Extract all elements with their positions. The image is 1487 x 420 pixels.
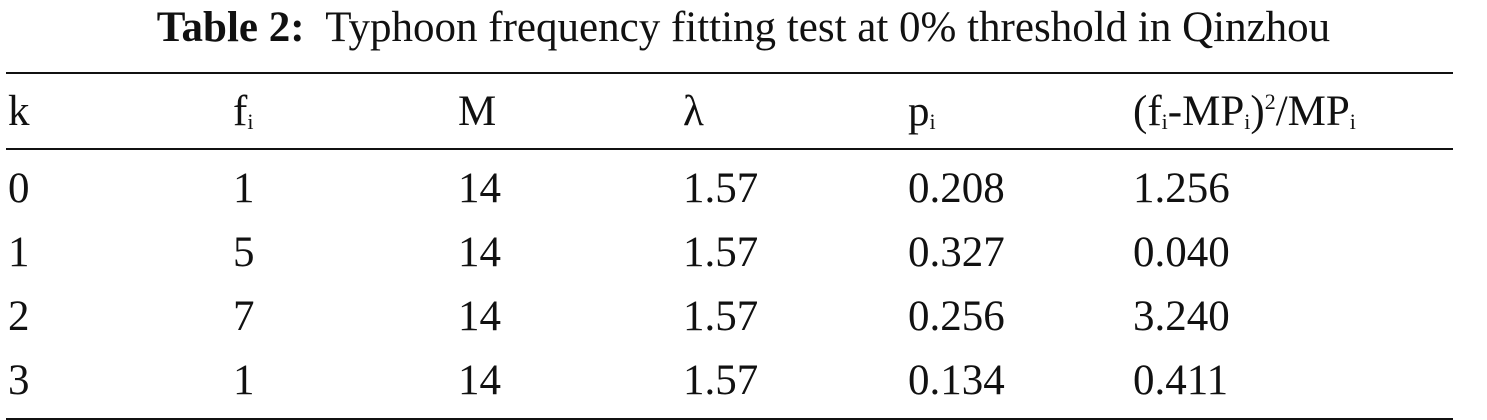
cell-p: 0.256 bbox=[908, 292, 1005, 340]
cell-f: 1 bbox=[233, 164, 255, 212]
cell-k: 3 bbox=[8, 356, 30, 404]
cell-lambda: 1.57 bbox=[683, 164, 759, 212]
frequency-fitting-table: k fi M λ pi (fi-MPi)2/MPi 0 1 14 1.57 0.… bbox=[6, 72, 1453, 420]
cell-m: 14 bbox=[458, 228, 501, 276]
cell-lambda: 1.57 bbox=[683, 228, 759, 276]
cell-chi-term: 0.040 bbox=[1133, 228, 1230, 276]
cell-k: 1 bbox=[8, 228, 30, 276]
table-row: 2 7 14 1.57 0.256 3.240 bbox=[6, 284, 1453, 348]
cell-f: 1 bbox=[233, 356, 255, 404]
table-row: 0 1 14 1.57 0.208 1.256 bbox=[6, 149, 1453, 220]
header-chi-term: (fi-MPi)2/MPi bbox=[1133, 87, 1356, 135]
cell-m: 14 bbox=[458, 164, 501, 212]
table-title: Typhoon frequency fitting test at 0% thr… bbox=[325, 4, 1331, 51]
table-caption: Table 2: Typhoon frequency fitting test … bbox=[0, 2, 1487, 54]
cell-chi-term: 0.411 bbox=[1133, 356, 1229, 404]
header-lambda: λ bbox=[683, 87, 704, 135]
header-m: M bbox=[458, 87, 497, 135]
cell-k: 2 bbox=[8, 292, 30, 340]
header-f: fi bbox=[233, 87, 254, 135]
cell-m: 14 bbox=[458, 356, 501, 404]
table-row: 3 1 14 1.57 0.134 0.411 bbox=[6, 348, 1453, 419]
table-row: 1 5 14 1.57 0.327 0.040 bbox=[6, 220, 1453, 284]
table-label: Table 2: bbox=[156, 4, 305, 51]
header-row: k fi M λ pi (fi-MPi)2/MPi bbox=[6, 73, 1453, 149]
header-p: pi bbox=[908, 87, 936, 135]
cell-p: 0.327 bbox=[908, 228, 1005, 276]
cell-chi-term: 1.256 bbox=[1133, 164, 1230, 212]
cell-k: 0 bbox=[8, 164, 30, 212]
cell-p: 0.134 bbox=[908, 356, 1005, 404]
cell-m: 14 bbox=[458, 292, 501, 340]
cell-p: 0.208 bbox=[908, 164, 1005, 212]
table-body: 0 1 14 1.57 0.208 1.256 1 5 14 1.57 0.32… bbox=[6, 149, 1453, 419]
cell-f: 7 bbox=[233, 292, 255, 340]
cell-f: 5 bbox=[233, 228, 255, 276]
cell-lambda: 1.57 bbox=[683, 356, 759, 404]
header-k: k bbox=[8, 87, 30, 135]
cell-chi-term: 3.240 bbox=[1133, 292, 1230, 340]
table-header: k fi M λ pi (fi-MPi)2/MPi bbox=[6, 73, 1453, 149]
cell-lambda: 1.57 bbox=[683, 292, 759, 340]
